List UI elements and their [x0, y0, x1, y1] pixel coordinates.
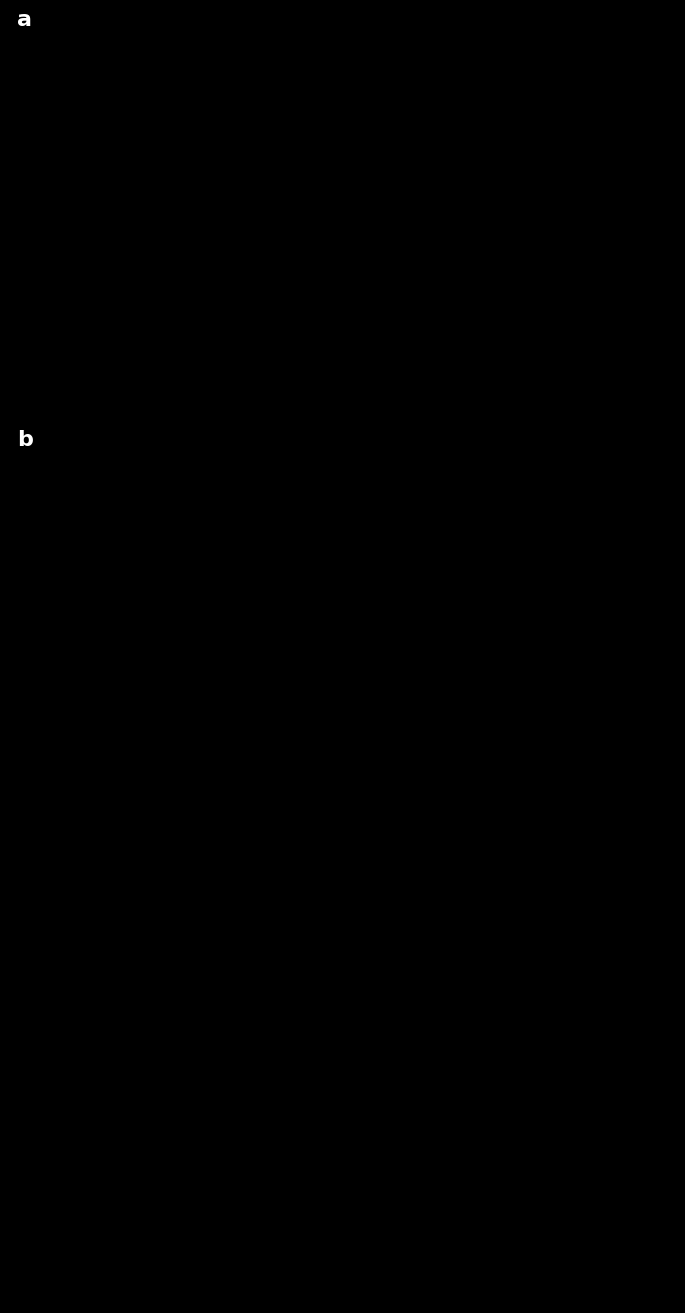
Text: b: b: [17, 429, 33, 449]
Text: a: a: [17, 11, 32, 30]
